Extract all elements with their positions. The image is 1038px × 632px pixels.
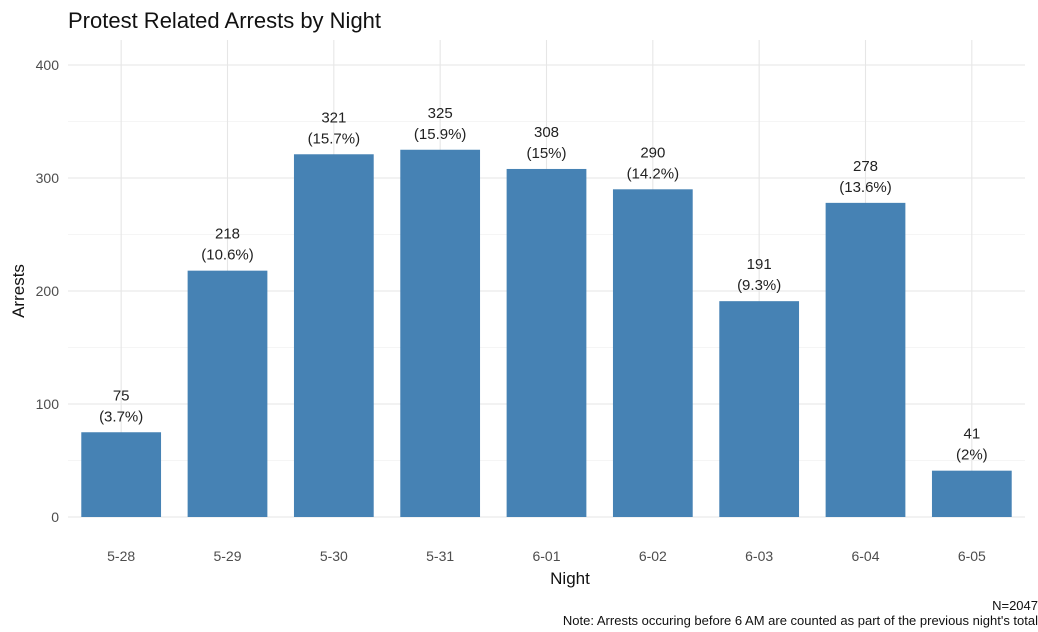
bar-percent-label: (13.6%) — [839, 179, 892, 196]
bar-percent-label: (15.7%) — [308, 130, 361, 147]
bar-6-03 — [719, 301, 799, 517]
x-tick-label: 6-01 — [532, 548, 560, 564]
bar-6-04 — [826, 203, 906, 517]
caption-n: N=2047 — [992, 598, 1038, 613]
bar-value-label: 321 — [321, 109, 346, 126]
x-axis-title: Night — [550, 569, 590, 588]
bar-value-label: 191 — [747, 256, 772, 273]
bar-5-29 — [188, 271, 268, 517]
bar-value-label: 218 — [215, 226, 240, 243]
x-axis-ticks: 5-28 5-29 5-30 5-31 6-01 6-02 6-03 6-04 6-05 — [107, 548, 986, 564]
bar-value-label: 41 — [963, 426, 980, 443]
x-tick-label: 6-02 — [639, 548, 667, 564]
caption-note: Note: Arrests occuring before 6 AM are c… — [563, 613, 1038, 628]
y-axis-title: Arrests — [9, 264, 28, 318]
bar-percent-label: (3.7%) — [99, 408, 143, 425]
bar-value-label: 290 — [640, 144, 665, 161]
bar-percent-label: (14.2%) — [627, 165, 680, 182]
bar-percent-label: (15.9%) — [414, 126, 467, 143]
x-tick-label: 5-29 — [213, 548, 241, 564]
y-tick-label: 0 — [51, 509, 59, 525]
bar-percent-label: (2%) — [956, 447, 988, 464]
bar-percent-label: (10.6%) — [201, 247, 254, 264]
bar-6-01 — [507, 169, 587, 517]
bar-6-05 — [932, 471, 1012, 517]
chart-title: Protest Related Arrests by Night — [68, 8, 381, 33]
y-tick-label: 200 — [36, 283, 60, 299]
x-tick-label: 5-31 — [426, 548, 454, 564]
x-tick-label: 5-30 — [320, 548, 348, 564]
bar-percent-label: (15%) — [526, 145, 566, 162]
bar-5-28 — [81, 432, 161, 517]
bar-value-label: 75 — [113, 387, 130, 404]
x-tick-label: 6-05 — [958, 548, 986, 564]
x-tick-label: 6-03 — [745, 548, 773, 564]
bar-value-label: 325 — [428, 105, 453, 122]
y-tick-label: 400 — [36, 57, 60, 73]
bar-value-label: 308 — [534, 124, 559, 141]
y-tick-label: 100 — [36, 396, 60, 412]
bar-6-02 — [613, 189, 693, 517]
bar-5-31 — [400, 150, 480, 517]
bar-percent-label: (9.3%) — [737, 277, 781, 294]
bar-5-30 — [294, 154, 374, 517]
bar-value-label: 278 — [853, 158, 878, 175]
y-tick-label: 300 — [36, 170, 60, 186]
x-tick-label: 5-28 — [107, 548, 135, 564]
x-tick-label: 6-04 — [851, 548, 879, 564]
